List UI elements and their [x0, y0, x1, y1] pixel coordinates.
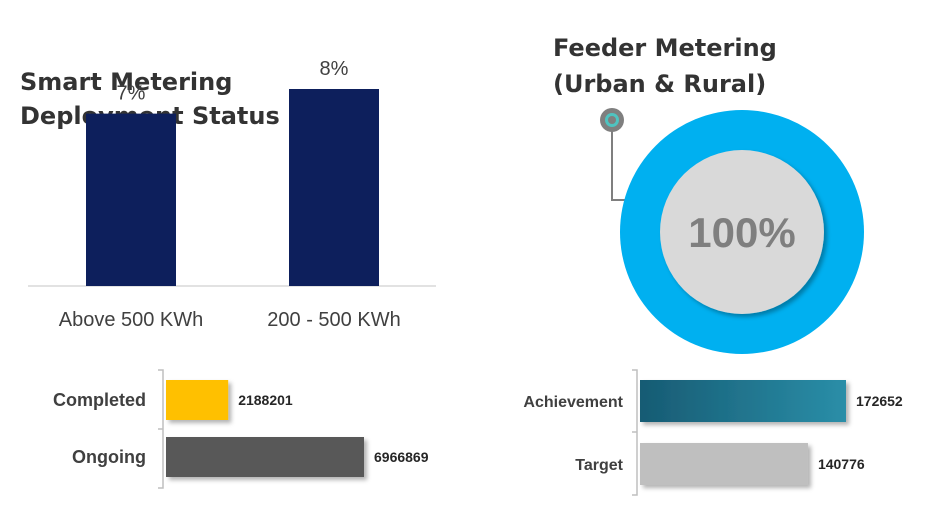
hbar-value-label-0: 2188201 [238, 392, 293, 408]
right-title-line-2: (Urban & Rural) [553, 70, 766, 98]
bar-1 [289, 89, 379, 286]
category-label-0: Above 500 KWh [59, 309, 204, 331]
hbar-category-label-1: Target [575, 457, 623, 474]
bar-0 [86, 113, 176, 286]
hbar-0 [166, 380, 229, 420]
hbar-value-label-1: 6966869 [374, 449, 429, 465]
category-label-1: 200 - 500 KWh [267, 309, 400, 331]
feeder-metering-donut: 100% [600, 108, 864, 354]
left-title-line-1: Smart Metering [20, 68, 232, 96]
right-title-line-1: Feeder Metering [553, 34, 777, 62]
bar-value-label-0: 7% [117, 83, 146, 105]
hbar-category-label-0: Achievement [523, 394, 623, 411]
hbar-0 [640, 380, 846, 422]
hbar-category-label-0: Completed [53, 390, 146, 410]
hbar-1 [166, 437, 364, 477]
hbar-value-label-1: 140776 [818, 456, 865, 472]
status-bar-chart: 2188201 Completed 6966869 Ongoing [53, 369, 429, 489]
deployment-bar-chart: 7% Above 500 KWh 8% 200 - 500 KWh [28, 58, 436, 331]
hbar-1 [640, 443, 808, 485]
donut-center-label: 100% [688, 209, 795, 256]
bar-value-label-1: 8% [320, 58, 349, 80]
feeder-bar-chart: 172652 Achievement 140776 Target [523, 369, 903, 496]
callout-marker-inner [608, 116, 616, 124]
hbar-value-label-0: 172652 [856, 393, 903, 409]
hbar-category-label-1: Ongoing [72, 447, 146, 467]
donut-center [660, 150, 824, 314]
right-chart-title: Feeder Metering (Urban & Rural) [553, 34, 785, 98]
